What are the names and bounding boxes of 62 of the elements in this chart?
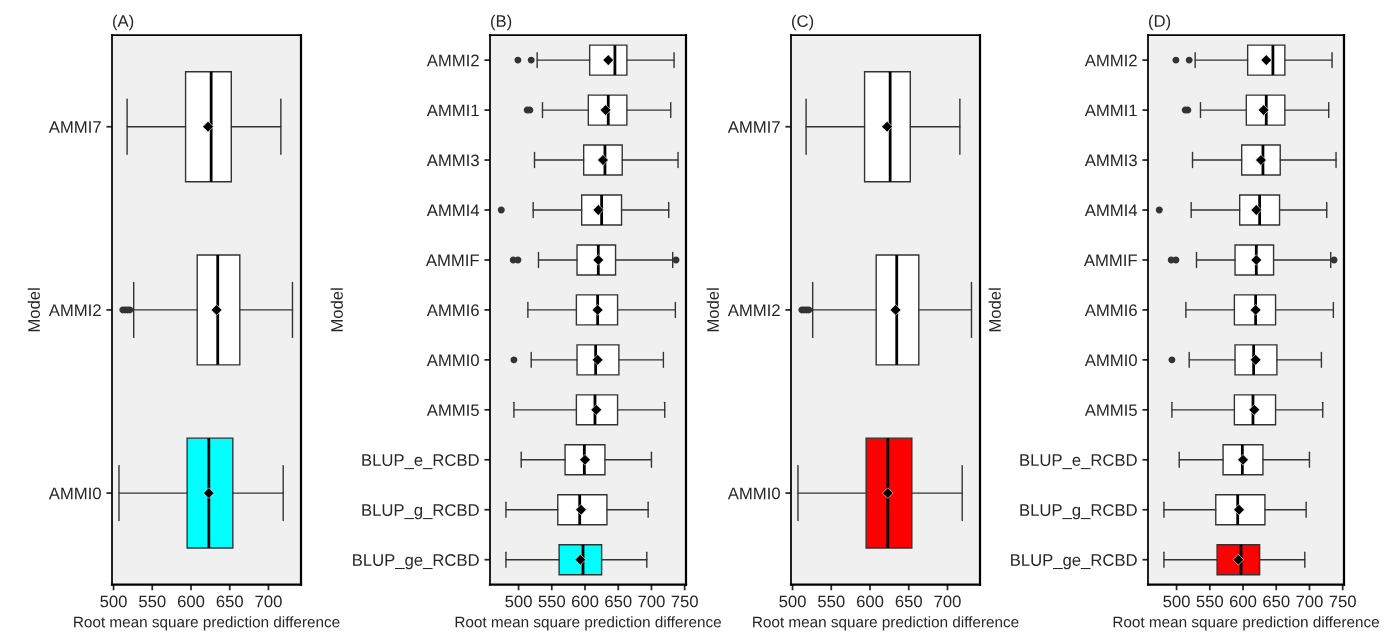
y-axis-title: Model	[27, 288, 40, 332]
x-tick-label: 550	[1196, 595, 1224, 608]
y-tick-label: AMMI1	[426, 104, 479, 117]
x-tick-label: 500	[505, 595, 532, 608]
x-tick-label: 650	[605, 595, 632, 608]
x-tick-label: 700	[255, 595, 282, 608]
x-axis-title: Root mean square prediction difference	[455, 616, 721, 631]
y-axis-title: Model	[330, 288, 343, 332]
y-tick-label: AMMI4	[426, 204, 480, 217]
y-tick-label: AMMI6	[426, 304, 479, 317]
x-tick-label: 650	[1263, 595, 1290, 608]
y-tick-label: AMMI7	[727, 121, 780, 133]
x-tick-label: 650	[895, 595, 922, 608]
y-tick-label: AMMI7	[48, 121, 101, 133]
x-tick-label: 750	[671, 595, 698, 608]
y-tick-label: BLUP_e_RCBD	[1020, 454, 1137, 470]
x-tick-label: 500	[100, 595, 127, 608]
y-tick-label: AMMI0	[1084, 354, 1137, 367]
y-tick-label: AMMI5	[1084, 404, 1137, 417]
y-axis-title: Model	[706, 288, 719, 332]
x-axis-title: Root mean square prediction difference	[753, 616, 1019, 631]
y-tick-label: AMMIF	[1083, 254, 1137, 266]
x-tick-label: 600	[571, 595, 599, 608]
x-axis-title: Root mean square prediction difference	[74, 616, 340, 631]
y-tick-label: BLUP_g_RCBD	[362, 504, 479, 520]
x-tick-label: 550	[538, 595, 566, 608]
y-tick-label: AMMI2	[426, 54, 479, 67]
x-tick-label: 700	[638, 595, 665, 608]
x-axis-title: Root mean square prediction difference	[1113, 616, 1379, 631]
chart-title: (B)	[491, 14, 512, 31]
y-tick-label: AMMI1	[1084, 104, 1137, 117]
x-tick-label: 700	[1296, 595, 1323, 608]
x-tick-label: 550	[139, 595, 166, 608]
y-tick-label: AMMI5	[426, 404, 479, 417]
x-tick-label: 600	[177, 595, 205, 608]
x-tick-label: 550	[818, 595, 845, 608]
y-tick-label: AMMI6	[1084, 304, 1137, 317]
x-tick-label: 700	[934, 595, 961, 608]
x-tick-label: 600	[856, 595, 884, 608]
y-tick-label: AMMI3	[1084, 154, 1137, 167]
y-tick-label: BLUP_e_RCBD	[362, 454, 479, 470]
x-tick-label: 600	[1229, 595, 1257, 608]
x-tick-label: 500	[1163, 595, 1190, 608]
chart-title: (D)	[1149, 14, 1171, 31]
y-tick-label: BLUP_ge_RCBD	[353, 554, 479, 570]
y-tick-label: BLUP_ge_RCBD	[1011, 554, 1137, 570]
y-tick-label: AMMI2	[48, 304, 101, 316]
chart-title: (A)	[113, 14, 134, 31]
x-tick-label: 500	[779, 595, 806, 608]
x-tick-label: 650	[216, 595, 243, 608]
y-tick-label: BLUP_g_RCBD	[1020, 504, 1137, 520]
y-axis-title: Model	[988, 288, 1001, 332]
y-tick-label: AMMI2	[1084, 54, 1137, 67]
x-tick-label: 750	[1329, 595, 1356, 608]
y-tick-label: AMMI0	[727, 487, 780, 500]
y-tick-label: AMMIF	[425, 254, 479, 266]
y-tick-label: AMMI0	[426, 354, 479, 367]
chart-title: (C)	[792, 14, 814, 31]
y-tick-label: AMMI3	[426, 154, 479, 167]
y-tick-label: AMMI0	[48, 487, 101, 500]
y-tick-label: AMMI2	[727, 304, 780, 316]
y-tick-label: AMMI4	[1084, 204, 1138, 217]
